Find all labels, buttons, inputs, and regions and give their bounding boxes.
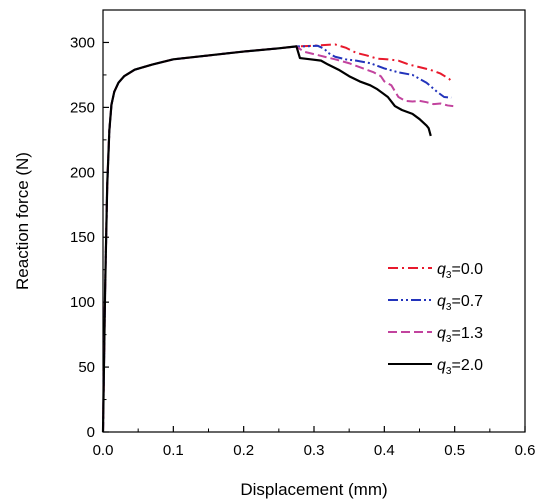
y-tick-label: 200 bbox=[70, 164, 95, 181]
legend-value: =0.7 bbox=[451, 293, 483, 310]
x-tick-label: 0.2 bbox=[233, 442, 254, 459]
y-tick-label: 300 bbox=[70, 34, 95, 51]
legend-symbol: q bbox=[437, 357, 446, 374]
legend: q3=0.0q3=0.7q3=1.3q3=2.0 bbox=[388, 261, 483, 377]
legend-subscript: 3 bbox=[446, 270, 452, 281]
x-axis-title: Displacement (mm) bbox=[240, 480, 387, 499]
legend-subscript: 3 bbox=[446, 334, 452, 345]
y-tick-label: 0 bbox=[87, 424, 95, 441]
y-tick-label: 150 bbox=[70, 229, 95, 246]
x-axis-ticks: 0.0 0.1 0.2 0.3 0.4 0.5 0.6 bbox=[93, 426, 536, 459]
x-tick-label: 0.4 bbox=[374, 442, 395, 459]
legend-symbol: q bbox=[437, 293, 446, 310]
legend-subscript: 3 bbox=[446, 302, 452, 313]
y-axis-ticks: 0 50 100 150 200 250 300 bbox=[70, 34, 109, 441]
series-line-2 bbox=[102, 45, 454, 433]
legend-value: =1.3 bbox=[451, 325, 483, 342]
y-tick-label: 250 bbox=[70, 99, 95, 116]
x-tick-label: 0.3 bbox=[304, 442, 325, 459]
series-line-1 bbox=[102, 44, 452, 433]
legend-subscript: 3 bbox=[446, 366, 452, 377]
x-tick-label: 0.5 bbox=[444, 442, 465, 459]
legend-label-3: q3=2.0 bbox=[437, 357, 483, 377]
y-axis-title: Reaction force (N) bbox=[13, 152, 32, 290]
legend-symbol: q bbox=[437, 325, 446, 342]
x-tick-label: 0.0 bbox=[93, 442, 114, 459]
legend-label-2: q3=1.3 bbox=[437, 325, 483, 345]
y-tick-label: 100 bbox=[70, 294, 95, 311]
x-tick-label: 0.1 bbox=[163, 442, 184, 459]
y-tick-label: 50 bbox=[78, 359, 95, 376]
legend-value: =0.0 bbox=[451, 261, 483, 278]
legend-label-1: q3=0.7 bbox=[437, 293, 483, 313]
legend-symbol: q bbox=[437, 261, 446, 278]
x-tick-label: 0.6 bbox=[515, 442, 536, 459]
legend-label-0: q3=0.0 bbox=[437, 261, 483, 281]
series-line-3 bbox=[101, 45, 432, 433]
series-layer bbox=[101, 43, 454, 433]
series-line-0 bbox=[102, 43, 453, 433]
legend-value: =2.0 bbox=[451, 357, 483, 374]
